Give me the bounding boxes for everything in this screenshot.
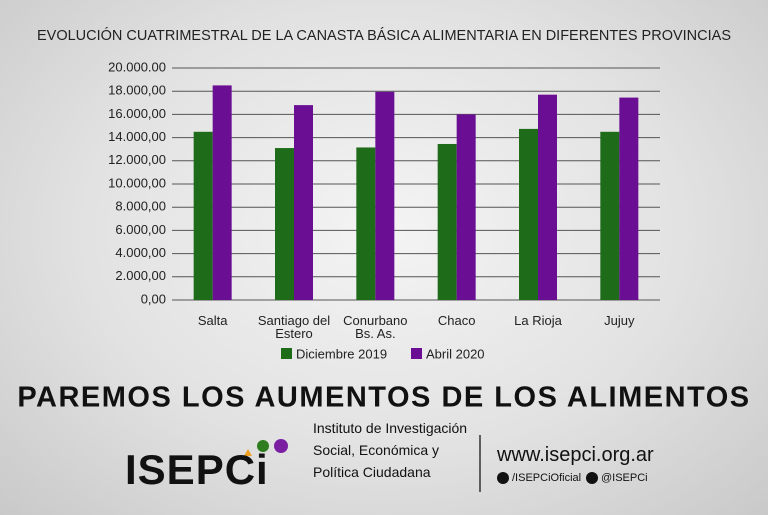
y-tick-label: 20.000.00 [108,59,166,74]
institute-line: Social, Económica y [313,442,440,458]
bar [437,143,457,300]
y-tick-label: 14.000,00 [108,129,166,144]
y-tick-label: 12.000,00 [108,152,166,167]
y-tick-label: 8.000,00 [115,199,166,214]
bar [375,91,395,300]
logo-mark [244,449,252,456]
bar [538,94,557,301]
legend-label: Diciembre 2019 [296,346,387,361]
facebook: /ISEPCiOficial [512,472,582,484]
x-tick-label: La Rioja [514,313,562,328]
bar [600,131,620,300]
y-tick-label: 2.000,00 [115,268,166,283]
bar [294,105,313,301]
institute-line: Instituto de Investigación [313,420,468,436]
bar [275,148,294,300]
logo: ISEPCi [125,446,269,493]
bar [519,128,538,300]
bar [456,114,476,301]
url: www.isepci.org.ar [497,444,654,466]
y-tick-label: 4.000,00 [115,245,166,260]
y-tick-label: 10.000,00 [108,175,166,190]
x-tick-label: Conurbano Bs. As. [343,313,408,341]
x-tick-label: Jujuy [604,313,635,328]
legend-label: Abril 2020 [426,346,485,361]
institute-line: Política Ciudadana [313,464,431,480]
x-tick-label: Chaco [437,313,476,328]
facebook-icon [497,472,509,484]
x-tick-label: Salta [197,313,228,328]
logo-mark [274,439,288,453]
y-tick-label: 6.000,00 [115,222,166,237]
bar [356,147,376,300]
bar [193,131,213,300]
legend-swatch [411,348,422,359]
twitter: @ISEPCi [601,472,648,484]
banner: PAREMOS LOS AUMENTOS DE LOS ALIMENTOS [17,382,750,414]
twitter-icon [586,472,598,484]
institute: Instituto de Investigación Social, Econó… [313,417,467,483]
legend-swatch [281,348,292,359]
x-tick-label: Santiago del Estero [257,313,331,341]
chart-title: EVOLUCIÓN CUATRIMESTRAL DE LA CANASTA BÁ… [37,27,731,44]
y-tick-label: 18.000,00 [108,83,166,98]
bar [619,97,639,300]
bar [212,85,232,301]
logo-mark [257,440,269,452]
y-tick-label: 0,00 [141,291,166,306]
y-tick-label: 16.000,00 [108,106,166,121]
